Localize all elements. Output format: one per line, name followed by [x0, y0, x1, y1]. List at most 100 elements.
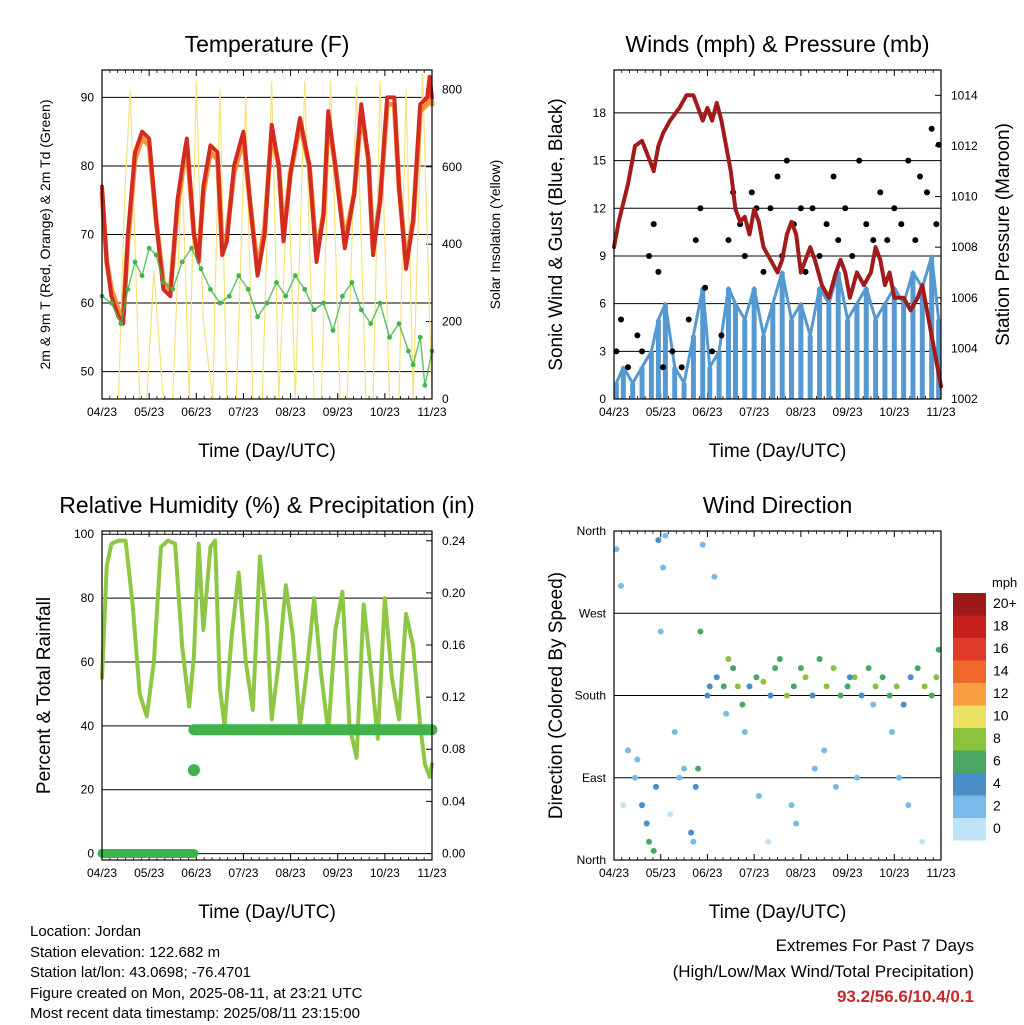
recent-data-text: Most recent data timestamp: 2025/08/11 2… [30, 1005, 360, 1022]
x-tick-label: 07/23 [228, 405, 258, 419]
gust-point [718, 332, 725, 339]
x-tick-label: 11/23 [417, 405, 446, 419]
direction-point [723, 710, 730, 717]
direction-point [893, 683, 900, 690]
colorbar-swatch [953, 660, 986, 683]
direction-point [802, 674, 809, 681]
direction-point [688, 829, 695, 836]
dewpoint-line [101, 247, 433, 387]
gust-point [783, 157, 790, 164]
gust-point [646, 252, 653, 259]
direction-point [846, 674, 853, 681]
direction-point [620, 802, 627, 809]
direction-point [844, 683, 851, 690]
direction-point [697, 628, 704, 635]
x-axis-label: Time (Day/UTC) [709, 441, 847, 462]
direction-point [739, 701, 746, 708]
chart-title: Relative Humidity (%) & Precipitation (i… [59, 492, 474, 518]
direction-point [793, 820, 800, 827]
direction-point [706, 683, 713, 690]
x-tick-label: 08/23 [276, 866, 306, 880]
y-tick-label: 40 [81, 719, 95, 733]
pressure-line [612, 93, 943, 389]
gust-point [725, 237, 732, 244]
direction-point [713, 674, 720, 681]
direction-point [816, 655, 823, 662]
direction-point [872, 683, 879, 690]
direction-point [671, 729, 678, 736]
colorbar-label: 6 [993, 753, 1001, 769]
chart-title: Winds (mph) & Pressure (mb) [625, 31, 929, 57]
direction-point [690, 838, 697, 845]
direction-point [837, 692, 844, 699]
y2-tick-label: 200 [442, 315, 462, 329]
gust-point [697, 205, 704, 212]
gust-point [741, 252, 748, 259]
x-tick-label: 07/23 [739, 405, 769, 419]
created-text: Figure created on Mon, 2025-08-11, at 23… [30, 984, 363, 1002]
direction-point [662, 532, 669, 539]
gust-point [685, 316, 692, 323]
colorbar-label: 20+ [993, 595, 1017, 611]
x-tick-label: 10/23 [370, 405, 400, 419]
gust-point [884, 237, 891, 244]
direction-point [907, 674, 914, 681]
direction-point [830, 665, 837, 672]
direction-point [639, 802, 646, 809]
direction-point [725, 655, 732, 662]
y2-tick-label: 600 [442, 160, 462, 174]
direction-point [632, 774, 639, 781]
rain-guide [102, 730, 432, 854]
elevation-text: Station elevation: 122.682 m [30, 943, 221, 961]
x-axis-label: Time (Day/UTC) [198, 902, 336, 923]
direction-point [765, 838, 772, 845]
colorbar-swatch [953, 728, 986, 751]
gust-point [877, 189, 884, 196]
y-tick-label: North [577, 524, 606, 538]
direction-point [730, 665, 737, 672]
y2-tick-label: 0.20 [442, 586, 466, 600]
x-tick-label: 11/23 [926, 866, 955, 880]
y-tick-label: 60 [81, 655, 95, 669]
gust-point [655, 268, 662, 275]
y2-tick-label: 0.08 [442, 742, 466, 756]
y2-tick-label: 1004 [951, 341, 978, 355]
direction-point [653, 783, 660, 790]
gust-point [830, 173, 837, 180]
colorbar-swatch [953, 593, 986, 616]
direction-point [720, 683, 727, 690]
direction-point [809, 692, 816, 699]
direction-point [783, 692, 790, 699]
direction-point [797, 665, 804, 672]
x-tick-label: 07/23 [739, 866, 769, 880]
x-tick-label: 08/23 [276, 405, 306, 419]
y2-tick-label: 0 [442, 392, 449, 406]
gust-point [863, 221, 870, 228]
gust-point [650, 221, 657, 228]
y-tick-label: 70 [81, 228, 95, 242]
direction-point [921, 683, 928, 690]
direction-point [811, 765, 818, 772]
y2-tick-label: 0.16 [442, 638, 466, 652]
colorbar-label: 4 [993, 775, 1001, 791]
gust-point [891, 205, 898, 212]
y-tick-label: 20 [81, 783, 95, 797]
y2-tick-label: 0.04 [442, 794, 466, 808]
x-tick-label: 09/23 [323, 405, 353, 419]
y2-tick-label: 1002 [951, 392, 978, 406]
x-tick-label: 04/23 [87, 405, 117, 419]
y-tick-label: 80 [81, 591, 95, 605]
direction-point [914, 665, 921, 672]
x-tick-label: 04/23 [599, 405, 629, 419]
colorbar-swatch [953, 795, 986, 818]
insolation-line [101, 73, 433, 400]
gust-point [634, 332, 641, 339]
y2-tick-label: 1008 [951, 240, 978, 254]
y-tick-label: 6 [599, 297, 606, 311]
x-axis-label: Time (Day/UTC) [198, 441, 336, 462]
gust-point [923, 189, 930, 196]
x-tick-label: 05/23 [646, 866, 676, 880]
colorbar-swatch [953, 750, 986, 773]
extremes-heading: Extremes For Past 7 Days [775, 936, 974, 955]
x-tick-label: 11/23 [417, 866, 446, 880]
